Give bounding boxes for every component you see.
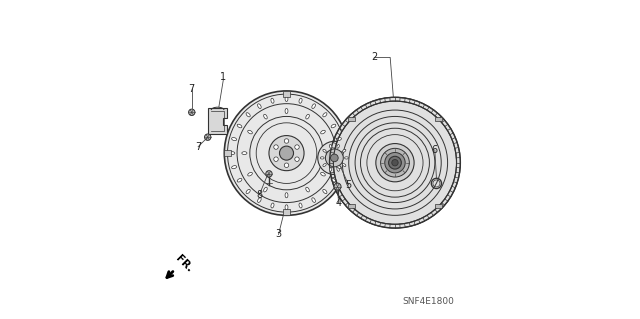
Text: 1: 1 <box>220 71 227 82</box>
Ellipse shape <box>323 189 327 194</box>
Text: 8: 8 <box>257 189 262 200</box>
Bar <box>435 204 442 208</box>
Circle shape <box>295 145 300 149</box>
Circle shape <box>333 101 456 224</box>
Circle shape <box>284 139 289 143</box>
Ellipse shape <box>323 113 327 117</box>
Ellipse shape <box>246 113 250 117</box>
Ellipse shape <box>237 124 242 128</box>
Bar <box>284 209 290 215</box>
Ellipse shape <box>330 145 332 148</box>
Bar <box>435 117 442 121</box>
Ellipse shape <box>264 114 268 119</box>
Ellipse shape <box>264 187 268 192</box>
Circle shape <box>392 160 398 166</box>
Circle shape <box>295 157 300 161</box>
Ellipse shape <box>344 157 348 159</box>
Ellipse shape <box>312 104 316 108</box>
Circle shape <box>385 152 405 173</box>
Ellipse shape <box>299 203 302 208</box>
Bar <box>284 91 290 97</box>
Ellipse shape <box>271 203 274 208</box>
Ellipse shape <box>299 98 302 103</box>
Bar <box>348 117 355 121</box>
Ellipse shape <box>248 172 252 176</box>
Ellipse shape <box>285 108 288 114</box>
Ellipse shape <box>323 164 326 167</box>
Polygon shape <box>208 108 227 134</box>
Ellipse shape <box>232 166 237 169</box>
Circle shape <box>189 109 195 115</box>
Circle shape <box>280 146 294 160</box>
Ellipse shape <box>338 152 343 155</box>
Ellipse shape <box>306 114 309 119</box>
Ellipse shape <box>258 198 261 203</box>
Ellipse shape <box>330 167 332 171</box>
Ellipse shape <box>342 149 346 152</box>
Ellipse shape <box>337 145 339 148</box>
Ellipse shape <box>337 137 341 141</box>
Circle shape <box>205 134 211 140</box>
Circle shape <box>330 97 460 228</box>
Text: 6: 6 <box>432 145 438 155</box>
Ellipse shape <box>258 104 261 108</box>
Ellipse shape <box>285 96 288 101</box>
Text: 7: 7 <box>195 142 201 152</box>
Circle shape <box>330 154 338 162</box>
Circle shape <box>274 145 278 149</box>
Ellipse shape <box>306 187 309 192</box>
Ellipse shape <box>342 164 346 167</box>
Ellipse shape <box>246 189 250 194</box>
Circle shape <box>376 144 414 182</box>
Ellipse shape <box>323 149 326 152</box>
Ellipse shape <box>312 198 316 203</box>
Text: 5: 5 <box>346 180 352 190</box>
Text: 2: 2 <box>371 52 378 63</box>
Ellipse shape <box>321 130 325 134</box>
Ellipse shape <box>230 152 235 155</box>
Circle shape <box>388 156 401 169</box>
Ellipse shape <box>337 167 339 171</box>
Ellipse shape <box>321 172 325 176</box>
Circle shape <box>224 91 349 215</box>
Ellipse shape <box>271 98 274 103</box>
Ellipse shape <box>285 205 288 210</box>
Text: 7: 7 <box>189 84 195 94</box>
Bar <box>348 204 355 208</box>
Ellipse shape <box>232 137 237 141</box>
Ellipse shape <box>331 124 336 128</box>
Circle shape <box>274 157 278 161</box>
Bar <box>224 150 230 156</box>
Circle shape <box>381 148 410 177</box>
Text: SNF4E1800: SNF4E1800 <box>403 297 454 306</box>
Text: 3: 3 <box>275 229 282 240</box>
Ellipse shape <box>242 152 247 155</box>
Text: FR.: FR. <box>174 253 195 274</box>
Circle shape <box>325 149 343 167</box>
Ellipse shape <box>320 157 324 159</box>
Ellipse shape <box>237 178 242 182</box>
Text: 4: 4 <box>335 197 342 208</box>
Ellipse shape <box>337 166 341 169</box>
Ellipse shape <box>331 178 336 182</box>
Circle shape <box>318 141 351 174</box>
Circle shape <box>284 163 289 167</box>
Ellipse shape <box>326 152 331 155</box>
Circle shape <box>266 171 272 177</box>
Circle shape <box>334 183 341 190</box>
Circle shape <box>269 136 304 171</box>
Ellipse shape <box>285 193 288 198</box>
Ellipse shape <box>248 130 252 134</box>
